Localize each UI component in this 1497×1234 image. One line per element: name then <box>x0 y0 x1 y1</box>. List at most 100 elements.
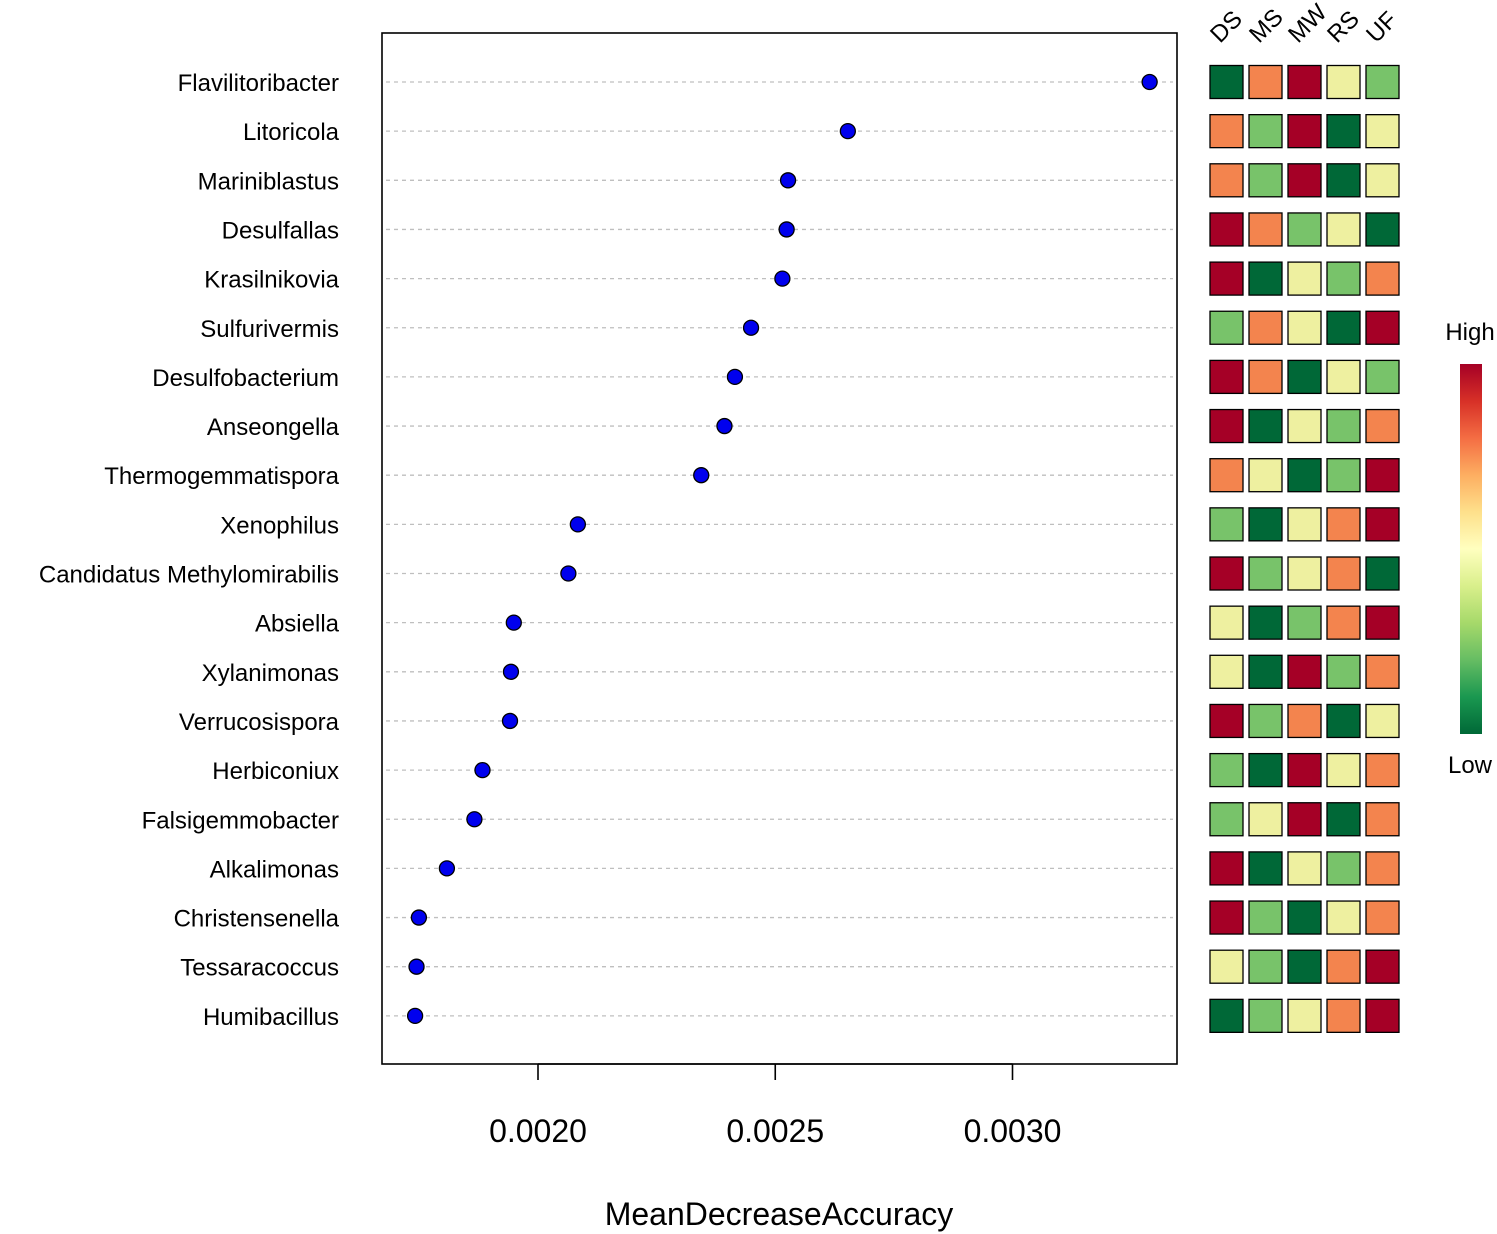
heatmap-cell <box>1248 556 1283 591</box>
heatmap-cell <box>1326 802 1361 837</box>
heatmap-cell <box>1209 359 1244 395</box>
heatmap-cell <box>1248 654 1283 689</box>
heatmap-cell <box>1248 64 1283 100</box>
data-point <box>693 467 710 484</box>
category-label: Thermogemmatispora <box>104 463 339 490</box>
heatmap-cell <box>1365 802 1400 837</box>
heatmap-cell <box>1365 261 1400 296</box>
heatmap-cell <box>1248 408 1283 444</box>
category-label: Krasilnikovia <box>204 267 339 294</box>
heatmap-cell <box>1248 949 1283 984</box>
category-label: Xenophilus <box>220 512 339 539</box>
data-point <box>779 172 797 189</box>
heatmap-cell <box>1365 703 1400 739</box>
heatmap-cell <box>1287 64 1322 100</box>
heatmap-cell <box>1326 212 1361 247</box>
category-label: Xylanimonas <box>202 660 339 687</box>
x-tick-label: 0.0025 <box>726 1113 824 1149</box>
heatmap-cell <box>1209 998 1244 1033</box>
heatmap-cell <box>1326 556 1361 591</box>
heatmap-column-label: UF <box>1361 7 1403 49</box>
data-point <box>726 368 744 386</box>
category-label: Anseongella <box>207 414 340 441</box>
heatmap-cell <box>1365 359 1400 395</box>
category-label: Falsigemmobacter <box>142 807 339 834</box>
heatmap-cell <box>1287 408 1322 444</box>
heatmap-cell <box>1365 114 1400 149</box>
data-point <box>505 614 522 631</box>
heatmap-cell <box>1365 998 1400 1033</box>
heatmap-cell <box>1326 507 1361 542</box>
heatmap-cell <box>1365 212 1400 247</box>
heatmap-cell <box>1209 310 1244 345</box>
data-point <box>716 417 733 435</box>
x-tick-label: 0.0030 <box>964 1113 1062 1149</box>
heatmap-cell <box>1209 851 1244 886</box>
heatmap-cell <box>1209 703 1244 739</box>
heatmap-cell <box>1248 802 1283 837</box>
category-label: Absiella <box>255 611 340 638</box>
legend-low-label: Low <box>1448 752 1493 779</box>
heatmap-column-label: DS <box>1205 6 1248 49</box>
heatmap-cell <box>1326 261 1361 296</box>
heatmap-cell <box>1326 359 1361 395</box>
data-point <box>839 122 856 140</box>
heatmap-cell <box>1287 752 1322 788</box>
heatmap-cell <box>1326 64 1361 100</box>
legend-gradient-bar <box>1460 364 1482 734</box>
heatmap-cell <box>1365 605 1400 640</box>
heatmap-cell <box>1248 310 1283 345</box>
heatmap-cell <box>1287 998 1322 1033</box>
heatmap-cell <box>1248 900 1283 935</box>
data-point <box>560 565 577 582</box>
x-axis: 0.0020 0.0025 0.0030 <box>489 1063 1062 1149</box>
heatmap-cell <box>1248 998 1283 1033</box>
heatmap-cell <box>1287 605 1322 640</box>
data-point <box>406 1007 424 1024</box>
heatmap-cell <box>1365 949 1400 984</box>
heatmap-cell <box>1209 212 1244 247</box>
heatmap-cell <box>1365 851 1400 886</box>
heatmap-cell <box>1209 408 1244 444</box>
category-label: Sulfurivermis <box>200 316 339 343</box>
heatmap-cell <box>1326 998 1361 1033</box>
data-point <box>502 663 520 680</box>
heatmap-cell <box>1248 114 1283 149</box>
heatmap-cell <box>1287 212 1322 247</box>
heatmap-cell <box>1287 261 1322 296</box>
heatmap-cell <box>1287 114 1322 149</box>
heatmap-cell <box>1326 458 1361 493</box>
data-point <box>742 319 760 336</box>
category-label: Herbiconiux <box>212 758 339 785</box>
heatmap-cell <box>1248 507 1283 542</box>
heatmap-cell <box>1209 261 1244 296</box>
heatmap-cell <box>1287 556 1322 591</box>
heatmap-cell <box>1248 605 1283 640</box>
heatmap-cell <box>1365 310 1400 345</box>
data-point <box>569 516 587 533</box>
data-points <box>406 73 1158 1024</box>
category-labels: Flavilitoribacter Litoricola Mariniblastus… <box>39 70 340 1031</box>
heatmap-cell <box>1287 802 1322 837</box>
heatmap-cell <box>1365 163 1400 198</box>
heatmap-cell <box>1248 261 1283 296</box>
heatmap-cell <box>1287 359 1322 395</box>
heatmap-cell <box>1209 114 1244 149</box>
heatmap-cell <box>1365 752 1400 788</box>
data-point <box>466 811 483 828</box>
heatmap-cell <box>1326 310 1361 345</box>
heatmap-cell <box>1287 507 1322 542</box>
heatmap-cell <box>1365 64 1400 100</box>
data-point <box>778 221 795 238</box>
heatmap-cell <box>1248 163 1283 198</box>
heatmap-cell <box>1287 900 1322 935</box>
heatmap-cell <box>1365 408 1400 444</box>
data-point <box>1141 73 1158 91</box>
heatmap-cell <box>1326 163 1361 198</box>
data-point <box>474 761 491 779</box>
heatmap-cell <box>1248 703 1283 739</box>
heatmap-cell <box>1287 654 1322 689</box>
heatmap-cell <box>1326 851 1361 886</box>
